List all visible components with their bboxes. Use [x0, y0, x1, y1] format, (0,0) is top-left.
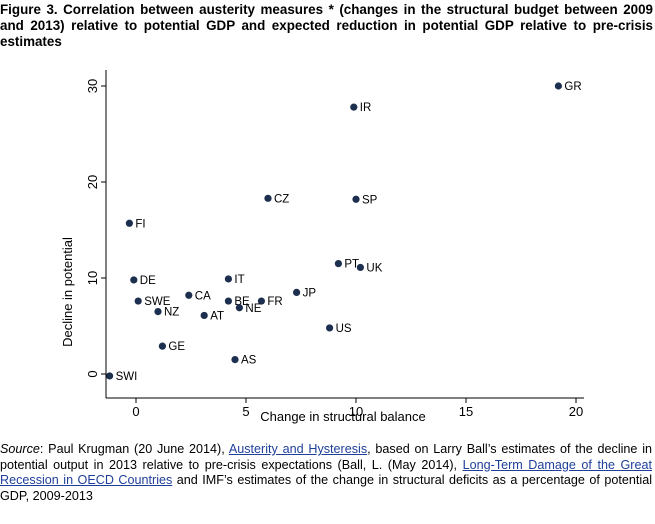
- austerity-link[interactable]: Austerity and Hysteresis: [228, 442, 368, 456]
- y-tick-label: 30: [85, 79, 100, 93]
- point-label: FR: [267, 296, 282, 308]
- point-label: AT: [210, 310, 224, 322]
- point-label: FI: [135, 218, 145, 230]
- plot-background: [106, 70, 584, 398]
- x-tick-label: 5: [242, 404, 249, 419]
- y-axis-label: Decline in potential: [60, 237, 75, 347]
- point-label: CZ: [274, 193, 289, 205]
- data-point: [356, 263, 364, 272]
- data-point: [350, 103, 358, 111]
- data-point: [352, 195, 360, 203]
- data-point: [106, 372, 114, 380]
- point-label: US: [336, 323, 352, 335]
- data-point: [154, 308, 162, 316]
- x-tick-label: 10: [349, 404, 363, 419]
- data-point: [293, 288, 301, 296]
- data-point: [554, 82, 563, 90]
- caption-text-2: and IMF’s estimates of the change in str…: [0, 473, 652, 503]
- point-label: UK: [366, 262, 382, 274]
- x-tick-label: 15: [459, 404, 473, 419]
- axes: 0 5 10 15 20 0 10 20 30: [85, 70, 584, 419]
- y-tick-label: 0: [85, 370, 100, 377]
- data-point: [125, 219, 133, 227]
- data-point: [224, 297, 232, 305]
- figure-caption: Source: Paul Krugman (20 June 2014), Aus…: [0, 442, 652, 504]
- point-label: AS: [241, 355, 257, 367]
- data-point: [158, 342, 166, 350]
- data-point: [334, 260, 342, 268]
- point-label: CA: [195, 290, 211, 302]
- point-label: GR: [564, 81, 581, 93]
- data-point: [224, 275, 232, 283]
- y-tick-label: 20: [85, 175, 100, 189]
- data-point: [200, 311, 208, 320]
- data-point: [235, 304, 243, 312]
- point-label: NE: [245, 303, 261, 315]
- data-point: [264, 194, 272, 202]
- point-label: IR: [360, 102, 372, 114]
- x-tick-label: 0: [132, 404, 139, 419]
- data-point: [185, 291, 193, 299]
- point-label: IT: [234, 274, 244, 286]
- source-label: Source: [0, 442, 40, 456]
- point-label: NZ: [164, 307, 179, 319]
- point-label: SWE: [144, 296, 171, 308]
- point-label: JP: [303, 287, 317, 299]
- x-tick-label: 20: [569, 404, 583, 419]
- point-label: SP: [362, 194, 378, 206]
- point-label: DE: [140, 275, 156, 287]
- figure-title: Figure 3. Correlation between austerity …: [0, 2, 653, 49]
- caption-text-1: , based on Larry Ball’s estimates of the…: [0, 442, 652, 472]
- caption-author: : Paul Krugman (20 June 2014),: [39, 442, 229, 456]
- point-label: SWI: [116, 371, 138, 383]
- x-axis-label: Change in structural balance: [260, 409, 426, 424]
- data-point: [134, 297, 142, 305]
- point-label: GE: [168, 341, 185, 353]
- y-tick-label: 10: [85, 271, 100, 285]
- point-label: PT: [344, 259, 359, 271]
- data-point: [257, 297, 265, 305]
- data-point: [326, 324, 334, 332]
- data-point: [231, 356, 239, 364]
- long-term-damage-link[interactable]: Long-Term Damage of the Great Recession …: [0, 457, 652, 488]
- data-point: [130, 276, 138, 284]
